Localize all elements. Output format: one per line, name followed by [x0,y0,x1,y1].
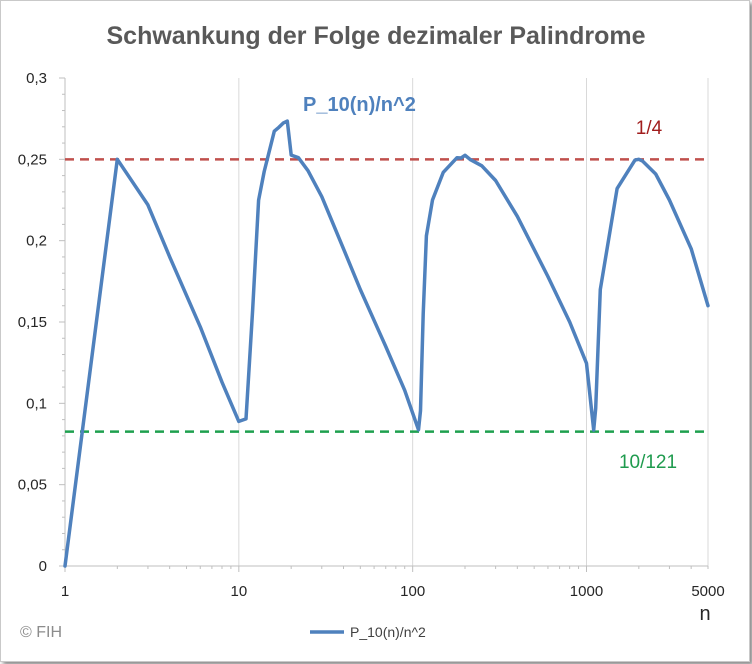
y-tick-label: 0,2 [26,233,47,250]
chart-title: Schwankung der Folge dezimaler Palindrom… [106,22,645,50]
x-axis-label: n [699,603,710,625]
x-tick-label: 5000 [691,583,724,600]
y-tick-labels: 0 0,05 0,1 0,15 0,2 0,25 0,3 [18,70,47,575]
x-tick-label: 1000 [570,583,603,600]
grid [238,78,709,566]
x-tick-labels: 1 10 100 1000 5000 [61,583,725,600]
ref-label-quarter: 1/4 [636,118,663,139]
series-line-0 [63,119,710,568]
axes [59,77,709,572]
legend: P_10(n)/n^2 [310,624,426,640]
legend-label: P_10(n)/n^2 [350,624,426,640]
x-tick-label: 1 [61,583,69,600]
x-tick-label: 10 [230,583,247,600]
copyright-text: © FIH [20,624,62,641]
y-tick-label: 0,1 [26,395,47,412]
y-tick-label: 0,25 [18,151,47,168]
series-annotation: P_10(n)/n^2 [303,94,416,116]
series-layer [63,119,710,568]
y-tick-label: 0,05 [18,477,47,494]
x-tick-label: 100 [400,583,425,600]
y-tick-label: 0,3 [26,70,47,87]
ref-label-ten-over-121: 10/121 [619,452,677,473]
y-tick-label: 0 [39,558,47,575]
reference-lines [65,158,708,433]
y-tick-label: 0,15 [18,314,47,331]
